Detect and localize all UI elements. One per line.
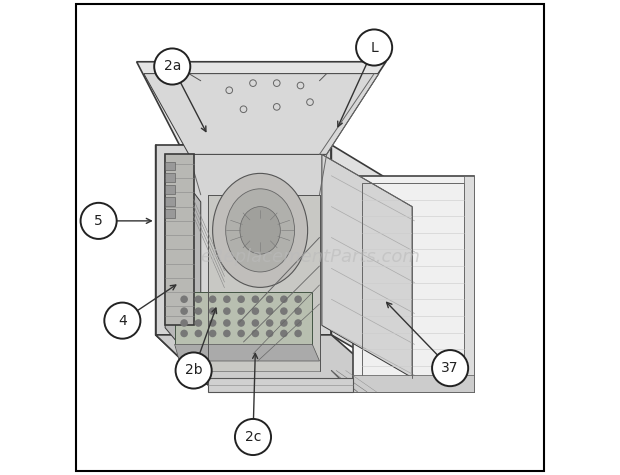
Circle shape	[294, 295, 302, 303]
Circle shape	[209, 295, 216, 303]
Polygon shape	[165, 209, 175, 218]
Circle shape	[235, 419, 271, 455]
Circle shape	[223, 319, 231, 327]
Circle shape	[252, 330, 259, 337]
Polygon shape	[165, 197, 175, 206]
Circle shape	[266, 307, 273, 315]
Text: eReplacementParts.com: eReplacementParts.com	[200, 247, 420, 266]
Polygon shape	[464, 176, 474, 392]
Polygon shape	[156, 335, 388, 385]
Circle shape	[195, 307, 202, 315]
Circle shape	[266, 319, 273, 327]
Polygon shape	[165, 162, 175, 170]
Circle shape	[252, 295, 259, 303]
Circle shape	[223, 307, 231, 315]
Circle shape	[294, 307, 302, 315]
Circle shape	[237, 330, 245, 337]
Circle shape	[432, 350, 468, 386]
Circle shape	[104, 303, 140, 339]
Polygon shape	[144, 74, 379, 154]
Polygon shape	[353, 375, 474, 392]
Circle shape	[180, 330, 188, 337]
Circle shape	[280, 330, 288, 337]
Circle shape	[209, 319, 216, 327]
Polygon shape	[165, 173, 175, 182]
Polygon shape	[136, 62, 386, 145]
Ellipse shape	[240, 207, 280, 254]
Polygon shape	[156, 145, 331, 335]
Circle shape	[180, 295, 188, 303]
Circle shape	[280, 307, 288, 315]
Circle shape	[81, 203, 117, 239]
Polygon shape	[208, 195, 319, 370]
Polygon shape	[353, 176, 474, 392]
Circle shape	[252, 307, 259, 315]
Circle shape	[266, 330, 273, 337]
Polygon shape	[156, 145, 208, 385]
Circle shape	[154, 48, 190, 85]
Circle shape	[195, 319, 202, 327]
Circle shape	[252, 319, 259, 327]
Circle shape	[175, 352, 211, 389]
Circle shape	[223, 295, 231, 303]
Text: 2c: 2c	[245, 430, 261, 444]
Polygon shape	[175, 292, 312, 347]
Polygon shape	[165, 185, 175, 194]
Polygon shape	[208, 378, 353, 392]
Text: 4: 4	[118, 314, 126, 328]
Circle shape	[180, 319, 188, 327]
Text: 37: 37	[441, 361, 459, 375]
Circle shape	[223, 330, 231, 337]
Text: L: L	[370, 40, 378, 55]
Polygon shape	[165, 154, 193, 325]
Circle shape	[356, 29, 392, 66]
Circle shape	[280, 319, 288, 327]
Polygon shape	[331, 145, 422, 387]
Circle shape	[237, 295, 245, 303]
Polygon shape	[165, 154, 201, 370]
Circle shape	[294, 319, 302, 327]
Circle shape	[237, 307, 245, 315]
Circle shape	[280, 295, 288, 303]
Text: 2b: 2b	[185, 363, 203, 378]
Circle shape	[195, 295, 202, 303]
Circle shape	[266, 295, 273, 303]
Circle shape	[294, 330, 302, 337]
Circle shape	[180, 307, 188, 315]
Text: 2a: 2a	[164, 59, 181, 74]
Circle shape	[209, 307, 216, 315]
Circle shape	[195, 330, 202, 337]
Polygon shape	[175, 344, 319, 361]
Circle shape	[209, 330, 216, 337]
Polygon shape	[322, 154, 412, 378]
Ellipse shape	[213, 173, 308, 287]
Ellipse shape	[226, 189, 294, 272]
Text: 5: 5	[94, 214, 103, 228]
Circle shape	[237, 319, 245, 327]
